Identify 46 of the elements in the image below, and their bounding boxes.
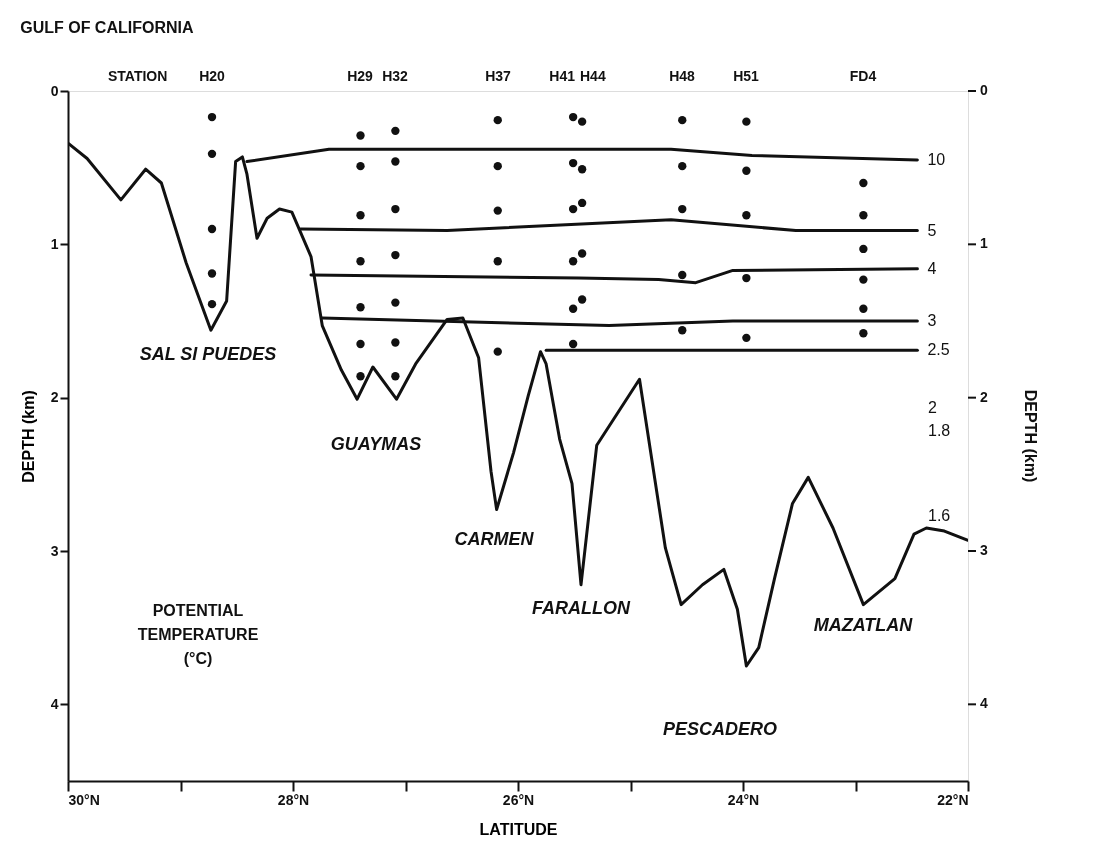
text: H44: [580, 68, 606, 84]
series-label: 3: [927, 312, 937, 329]
annotation: FARALLON: [532, 598, 631, 618]
y2-tick-label: 3: [980, 542, 988, 558]
y2-tick-label: 1: [980, 235, 988, 252]
y-axis-title: DEPTH (km): [19, 390, 37, 483]
y-tick-label: 3: [50, 542, 59, 559]
y-tick-label: 1: [50, 235, 59, 252]
series-label: 5: [927, 221, 937, 239]
x-tick-label: 22°N: [937, 791, 969, 808]
y-tick-label: 4: [50, 695, 59, 712]
annotation: 1.6: [928, 507, 951, 524]
x-tick-label: 26°N: [502, 791, 535, 808]
line-series: [309, 267, 919, 285]
chart-title: GULF OF CALIFORNIA: [20, 19, 194, 36]
annotation: 2: [928, 399, 937, 416]
x-tick-label: 28°N: [277, 791, 310, 808]
y2-tick-label: 2: [980, 388, 988, 405]
text: H20: [199, 68, 226, 84]
series-label: 4: [927, 259, 937, 277]
y2-axis-title: DEPTH (km): [1022, 389, 1039, 483]
y-tick-label: 2: [50, 389, 59, 406]
text: H32: [382, 68, 409, 84]
series-label: 2.5: [927, 341, 950, 359]
text: H41: [549, 68, 576, 84]
x-tick-label: 30°N: [68, 791, 100, 808]
text: FD4: [849, 68, 877, 84]
y2-tick-label: 4: [980, 695, 988, 712]
annotation: 1.8: [928, 422, 951, 439]
text: H29: [347, 68, 374, 84]
annotation: GUAYMAS: [330, 434, 422, 454]
annotation: PESCADERO: [662, 719, 778, 739]
annotation: CARMEN: [454, 529, 535, 549]
text: H51: [733, 68, 760, 84]
x-axis-title: LATITUDE: [479, 820, 558, 838]
annotation: SAL SI PUEDES: [139, 344, 277, 364]
text: H37: [485, 68, 512, 84]
annotation: MAZATLAN: [813, 615, 914, 635]
y-tick-label: 0: [50, 82, 59, 99]
text: STATION: [108, 68, 168, 84]
y2-tick-label: 0: [980, 82, 988, 98]
line-series: [245, 147, 919, 164]
x-tick-label: 24°N: [727, 791, 760, 808]
text: H48: [669, 68, 696, 84]
annotation: POTENTIAL TEMPERATURE (°C): [137, 602, 259, 667]
series-label: 10: [927, 151, 946, 168]
